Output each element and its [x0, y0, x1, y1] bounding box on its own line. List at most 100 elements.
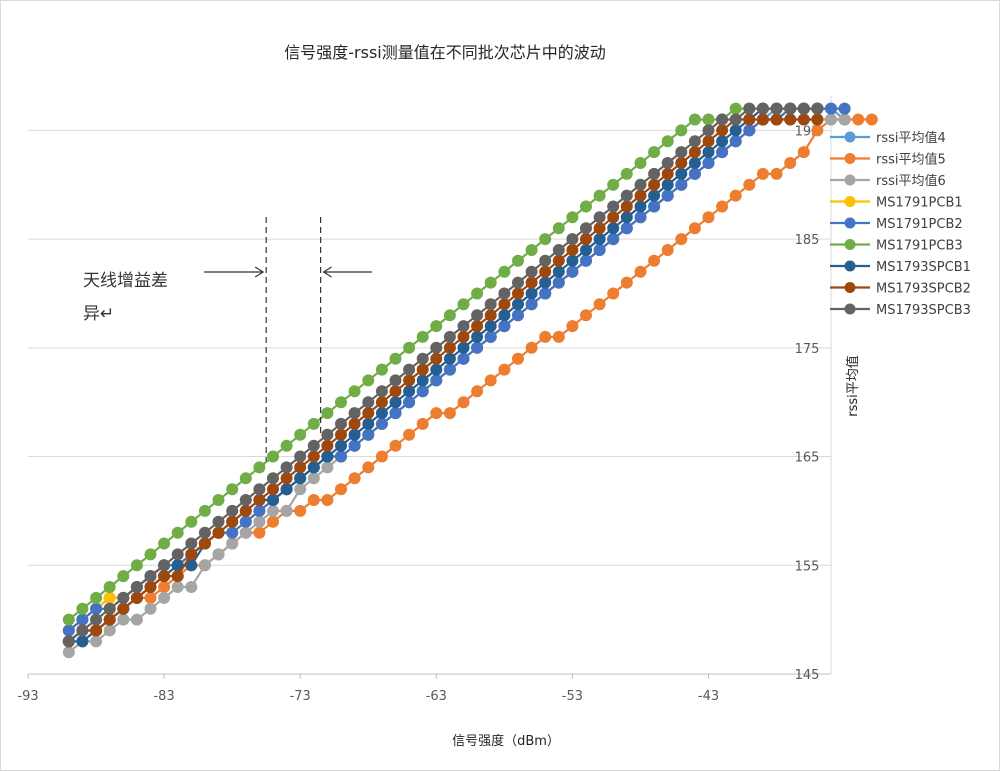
- data-point: [716, 146, 729, 159]
- data-point: [321, 428, 334, 441]
- data-point: [430, 320, 443, 333]
- data-point: [471, 330, 484, 343]
- data-point: [90, 602, 103, 615]
- data-point: [552, 222, 565, 235]
- data-point: [348, 472, 361, 485]
- data-point: [825, 102, 837, 115]
- data-point: [471, 287, 484, 300]
- legend-marker: [844, 153, 856, 164]
- data-point: [471, 309, 484, 322]
- data-point: [171, 526, 184, 539]
- series-line: [68, 107, 846, 632]
- data-point: [335, 450, 347, 463]
- data-point: [226, 537, 239, 550]
- data-point: [525, 298, 538, 311]
- data-point: [185, 537, 198, 550]
- data-point: [294, 428, 307, 441]
- data-point: [716, 113, 729, 126]
- data-point: [103, 602, 116, 615]
- y-tick-label: 145: [795, 668, 820, 683]
- data-point: [552, 276, 565, 289]
- data-point: [620, 200, 633, 213]
- data-point: [158, 570, 171, 583]
- data-point: [457, 298, 470, 311]
- data-point: [811, 102, 824, 115]
- data-point: [607, 222, 620, 235]
- data-point: [335, 417, 347, 430]
- data-point: [729, 189, 742, 202]
- data-point: [648, 178, 661, 191]
- data-point: [484, 298, 497, 311]
- y-tick-label: 175: [795, 342, 820, 357]
- data-point: [471, 320, 484, 333]
- data-point: [838, 113, 851, 126]
- data-point: [797, 102, 810, 115]
- data-point: [852, 113, 865, 126]
- data-point: [566, 320, 579, 333]
- data-point: [539, 276, 552, 289]
- data-point: [212, 548, 225, 561]
- data-point: [130, 613, 143, 626]
- x-tick-label: -93: [17, 689, 38, 704]
- legend-marker: [844, 217, 856, 229]
- data-point: [716, 135, 729, 148]
- data-point: [90, 624, 103, 637]
- legend-item: MS1793SPCB2: [830, 282, 971, 297]
- legend-marker: [844, 282, 856, 293]
- data-point: [307, 439, 320, 452]
- data-point: [743, 113, 756, 126]
- data-point: [566, 233, 579, 246]
- data-point: [76, 635, 89, 648]
- data-point: [335, 439, 347, 452]
- data-point: [457, 396, 470, 409]
- data-point: [239, 494, 252, 506]
- data-point: [552, 244, 565, 256]
- data-point: [634, 211, 647, 224]
- data-point: [634, 200, 647, 213]
- data-point: [634, 189, 647, 202]
- data-point: [675, 124, 688, 137]
- series-line: [68, 118, 845, 654]
- data-point: [566, 254, 579, 267]
- data-point: [457, 352, 470, 365]
- data-point: [525, 276, 538, 289]
- data-point: [267, 483, 279, 496]
- data-point: [675, 178, 688, 191]
- data-point: [403, 374, 416, 387]
- data-point: [702, 113, 715, 126]
- legend-item: MS1793SPCB1: [830, 260, 971, 275]
- data-point: [539, 265, 552, 278]
- data-point: [90, 613, 103, 626]
- legend-marker: [844, 260, 856, 272]
- data-point: [362, 461, 375, 474]
- data-point: [335, 396, 347, 409]
- data-point: [403, 396, 416, 409]
- data-point: [593, 244, 606, 256]
- data-point: [607, 211, 620, 224]
- data-point: [103, 581, 116, 593]
- data-point: [226, 504, 239, 517]
- data-point: [348, 439, 361, 452]
- data-point: [702, 124, 715, 137]
- data-point: [267, 472, 279, 485]
- data-point: [580, 309, 592, 322]
- data-point: [620, 189, 633, 202]
- data-point: [185, 581, 198, 593]
- data-point: [144, 581, 157, 593]
- data-point: [280, 461, 293, 474]
- data-point: [335, 428, 347, 441]
- data-point: [702, 157, 715, 169]
- data-point: [348, 407, 361, 420]
- data-point: [280, 504, 293, 517]
- data-point: [76, 613, 89, 626]
- data-point: [512, 298, 524, 311]
- legend-label: rssi平均值4: [876, 130, 946, 146]
- data-point: [512, 287, 524, 300]
- data-point: [430, 407, 443, 420]
- data-point: [498, 265, 511, 278]
- data-point: [117, 591, 130, 604]
- data-point: [117, 570, 130, 583]
- data-point: [362, 396, 375, 409]
- data-point: [307, 494, 320, 506]
